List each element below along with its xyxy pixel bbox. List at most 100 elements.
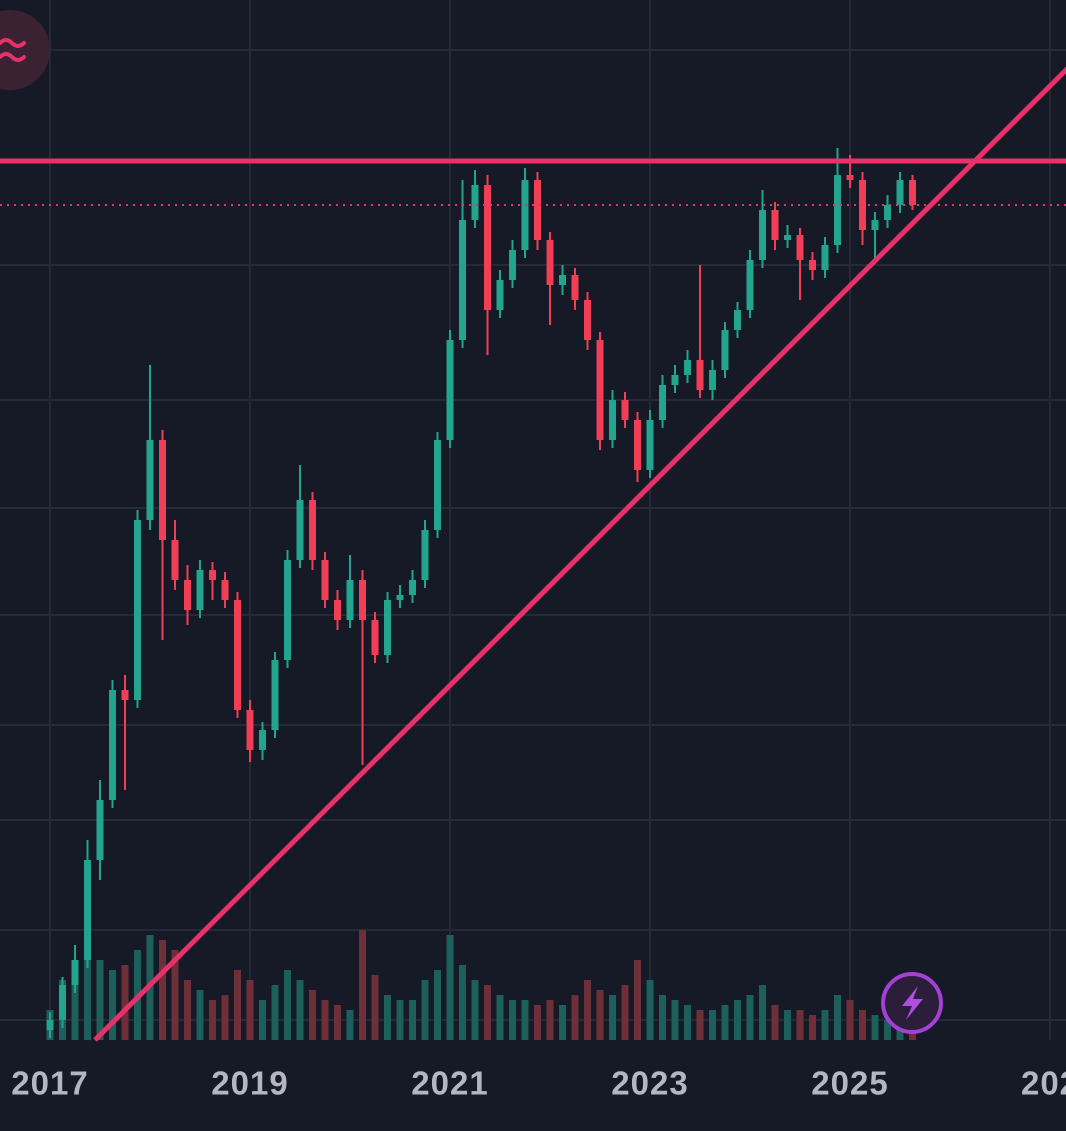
candle-body bbox=[646, 420, 654, 470]
volume-bar bbox=[359, 930, 366, 1040]
volume-bar bbox=[84, 940, 91, 1040]
volume-bar bbox=[309, 990, 316, 1040]
volume-bar bbox=[234, 970, 241, 1040]
candle-body bbox=[496, 280, 504, 310]
volume-bar bbox=[121, 965, 129, 1040]
volume-bar bbox=[721, 1005, 729, 1040]
candle-body bbox=[434, 440, 441, 530]
candle-body bbox=[159, 440, 166, 540]
candle-body bbox=[259, 730, 266, 750]
volume-bar bbox=[621, 985, 629, 1040]
volume-bar bbox=[446, 935, 454, 1040]
volume-bar bbox=[896, 1025, 904, 1040]
volume-bar bbox=[284, 970, 291, 1040]
volume-bar bbox=[784, 1010, 791, 1040]
volume-bar bbox=[809, 1015, 816, 1040]
volume-bar bbox=[296, 980, 304, 1040]
x-tick-label: 2023 bbox=[611, 1065, 688, 1102]
x-tick-label: 2017 bbox=[11, 1065, 88, 1102]
candle-body bbox=[146, 440, 154, 520]
candle-body bbox=[546, 240, 554, 285]
candle-body bbox=[684, 360, 691, 375]
volume-bar bbox=[321, 1000, 329, 1040]
volume-bar bbox=[859, 1010, 866, 1040]
candle-body bbox=[521, 180, 529, 250]
volume-bar bbox=[546, 1000, 554, 1040]
candle-body bbox=[96, 800, 104, 860]
volume-bar bbox=[734, 1000, 741, 1040]
candle-body bbox=[209, 570, 216, 580]
volume-bar bbox=[709, 1010, 716, 1040]
volume-bar bbox=[471, 980, 479, 1040]
candle-body bbox=[271, 660, 279, 730]
candle-body bbox=[459, 220, 466, 340]
candle-body bbox=[834, 175, 841, 245]
candle-body bbox=[571, 275, 579, 300]
bolt-button[interactable] bbox=[881, 972, 943, 1034]
candle-body bbox=[121, 690, 129, 700]
volume-bar bbox=[746, 995, 754, 1040]
volume-bar bbox=[646, 980, 654, 1040]
candle-body bbox=[471, 185, 479, 220]
candle-body bbox=[759, 210, 766, 260]
candle-body bbox=[559, 275, 566, 285]
volume-bar bbox=[334, 1005, 341, 1040]
candle-body bbox=[884, 205, 891, 220]
candle-body bbox=[596, 340, 604, 440]
volume-bar bbox=[571, 995, 579, 1040]
volume-bar bbox=[759, 985, 766, 1040]
candle-body bbox=[746, 260, 754, 310]
candle-body bbox=[134, 520, 141, 700]
candle-body bbox=[609, 400, 616, 440]
candle-body bbox=[634, 420, 641, 470]
candle-body bbox=[59, 985, 66, 1020]
x-tick-label: 2019 bbox=[211, 1065, 288, 1102]
volume-bar bbox=[421, 980, 429, 1040]
volume-bar bbox=[684, 1005, 691, 1040]
grid bbox=[0, 0, 1066, 1040]
candle-body bbox=[484, 185, 491, 310]
volume-bar bbox=[534, 1005, 541, 1040]
drawings bbox=[0, 66, 1066, 1042]
candle-body bbox=[621, 400, 629, 420]
candle-body bbox=[821, 245, 829, 270]
volume-bar bbox=[209, 1000, 216, 1040]
volume-bar bbox=[909, 1030, 916, 1040]
volume-bar bbox=[371, 975, 379, 1040]
candle-body bbox=[359, 580, 366, 620]
volume-bar bbox=[596, 990, 604, 1040]
volume-bar bbox=[871, 1015, 879, 1040]
candle-body bbox=[284, 560, 291, 660]
volume-bar bbox=[821, 1010, 829, 1040]
candle-body bbox=[346, 580, 354, 620]
volume-bar bbox=[384, 995, 391, 1040]
candle-body bbox=[396, 595, 404, 600]
volume-bar bbox=[196, 990, 204, 1040]
volume-bar bbox=[271, 985, 279, 1040]
candle-body bbox=[871, 220, 879, 230]
volume-bar bbox=[584, 980, 591, 1040]
volume-bar bbox=[96, 960, 104, 1040]
volume-bar bbox=[434, 970, 441, 1040]
trend-line bbox=[93, 66, 1066, 1042]
candle-body bbox=[771, 210, 779, 240]
candle-body bbox=[409, 580, 416, 595]
volume-bar bbox=[609, 995, 616, 1040]
volume-bar bbox=[559, 1005, 566, 1040]
candle-body bbox=[309, 500, 316, 560]
volume-bar bbox=[671, 1000, 679, 1040]
volume-bar bbox=[71, 960, 79, 1040]
candle-body bbox=[246, 710, 254, 750]
volume-bar bbox=[846, 1000, 854, 1040]
volume-bar bbox=[246, 980, 254, 1040]
candle-body bbox=[321, 560, 329, 600]
volume-bar bbox=[521, 1000, 529, 1040]
candle-body bbox=[846, 175, 854, 180]
candle-body bbox=[196, 570, 204, 610]
volume-bar bbox=[396, 1000, 404, 1040]
candle-body bbox=[384, 600, 391, 655]
volume-bar bbox=[346, 1010, 354, 1040]
volume-bar bbox=[509, 1000, 516, 1040]
candle-body bbox=[671, 375, 679, 385]
candle-body bbox=[734, 310, 741, 330]
